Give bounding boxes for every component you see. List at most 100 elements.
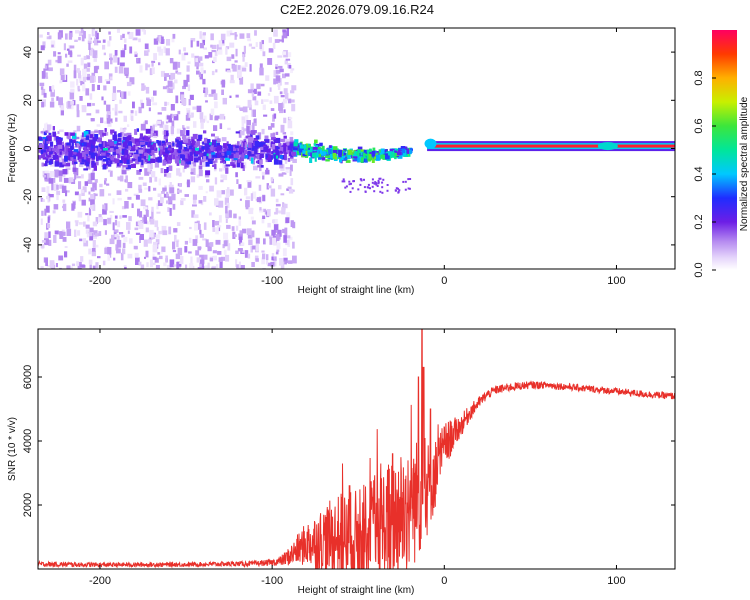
noise-cell — [259, 207, 262, 211]
noise-cell — [77, 85, 80, 90]
noise-cell — [275, 230, 278, 233]
band-cell — [128, 159, 133, 164]
band-cell — [98, 130, 104, 135]
noise-cell — [242, 128, 247, 132]
noise-cell — [98, 76, 103, 83]
noise-cell — [265, 231, 269, 235]
noise-cell — [138, 38, 141, 43]
band-cell — [381, 181, 384, 184]
noise-cell — [120, 50, 125, 58]
noise-cell — [198, 185, 203, 190]
noise-cell — [227, 187, 230, 194]
band-cell — [201, 159, 205, 163]
band-cell — [255, 160, 259, 164]
noise-cell — [229, 30, 233, 35]
noise-cell — [108, 169, 111, 173]
band-cell — [408, 187, 411, 190]
noise-cell — [114, 50, 118, 56]
band-cell — [80, 142, 84, 146]
noise-cell — [140, 123, 146, 131]
noise-cell — [265, 75, 270, 81]
noise-cell — [148, 169, 153, 175]
band-cell — [404, 180, 407, 183]
noise-cell — [44, 65, 47, 69]
band-cell — [141, 152, 147, 157]
noise-cell — [154, 220, 159, 228]
noise-cell — [117, 197, 122, 201]
noise-cell — [283, 117, 287, 124]
noise-cell — [275, 251, 279, 255]
band-cell — [347, 153, 351, 159]
band-cell — [103, 148, 108, 151]
band-cell — [187, 152, 192, 158]
snr-x-ticks: -200 -100 0 100 — [89, 329, 626, 587]
band-cell — [71, 140, 74, 147]
band-cell — [117, 154, 121, 158]
noise-cell — [278, 65, 283, 69]
band-cell — [148, 139, 152, 145]
noise-cell — [211, 44, 217, 49]
noise-cell — [191, 161, 197, 167]
noise-cell — [262, 208, 267, 213]
noise-cell — [184, 52, 189, 56]
band-cell — [179, 141, 183, 148]
noise-cell — [150, 125, 153, 134]
noise-cell — [239, 230, 243, 235]
noise-cell — [89, 264, 92, 269]
noise-cell — [80, 80, 85, 86]
band-cell — [251, 151, 255, 157]
noise-cell — [152, 102, 158, 106]
band-cell — [42, 157, 46, 160]
noise-cell — [104, 61, 109, 70]
band-cell — [76, 141, 82, 145]
band-cell — [53, 155, 56, 160]
spectrogram-y-axis-label: Frequency (Hz) — [7, 114, 18, 183]
noise-cell — [255, 255, 259, 260]
noise-cell — [216, 44, 222, 52]
band-cell — [307, 150, 311, 156]
noise-cell — [259, 63, 263, 69]
band-cell — [260, 165, 264, 168]
noise-cell — [82, 76, 87, 82]
noise-cell — [45, 258, 48, 266]
noise-cell — [205, 100, 208, 103]
band-cell — [196, 140, 200, 147]
noise-cell — [250, 216, 254, 220]
noise-cell — [47, 32, 50, 35]
band-cell — [50, 141, 54, 147]
band-cell — [102, 165, 107, 170]
noise-cell — [241, 116, 246, 124]
noise-cell — [66, 132, 71, 139]
noise-cell — [76, 125, 81, 132]
band-cell — [188, 155, 193, 161]
noise-cell — [52, 210, 56, 214]
band-cell — [354, 151, 357, 156]
noise-cell — [66, 221, 71, 229]
noise-cell — [106, 183, 110, 186]
band-cell — [95, 153, 99, 157]
noise-cell — [193, 214, 199, 219]
noise-cell — [224, 197, 229, 205]
noise-cell — [209, 185, 214, 192]
noise-cell — [279, 91, 283, 95]
spectrogram-band-layer — [38, 126, 413, 194]
noise-cell — [81, 105, 87, 113]
noise-cell — [251, 46, 256, 49]
noise-cell — [217, 225, 222, 228]
noise-cell — [76, 79, 79, 86]
noise-cell — [85, 68, 90, 72]
noise-cell — [237, 248, 243, 252]
noise-cell — [42, 170, 46, 177]
noise-cell — [263, 114, 268, 117]
noise-cell — [220, 179, 224, 183]
noise-cell — [160, 168, 164, 174]
noise-cell — [285, 167, 291, 170]
noise-cell — [214, 101, 218, 109]
noise-cell — [222, 43, 225, 46]
noise-cell — [237, 65, 241, 71]
noise-cell — [83, 55, 87, 60]
band-cell — [83, 131, 89, 137]
noise-cell — [226, 70, 232, 73]
noise-cell — [164, 73, 170, 77]
